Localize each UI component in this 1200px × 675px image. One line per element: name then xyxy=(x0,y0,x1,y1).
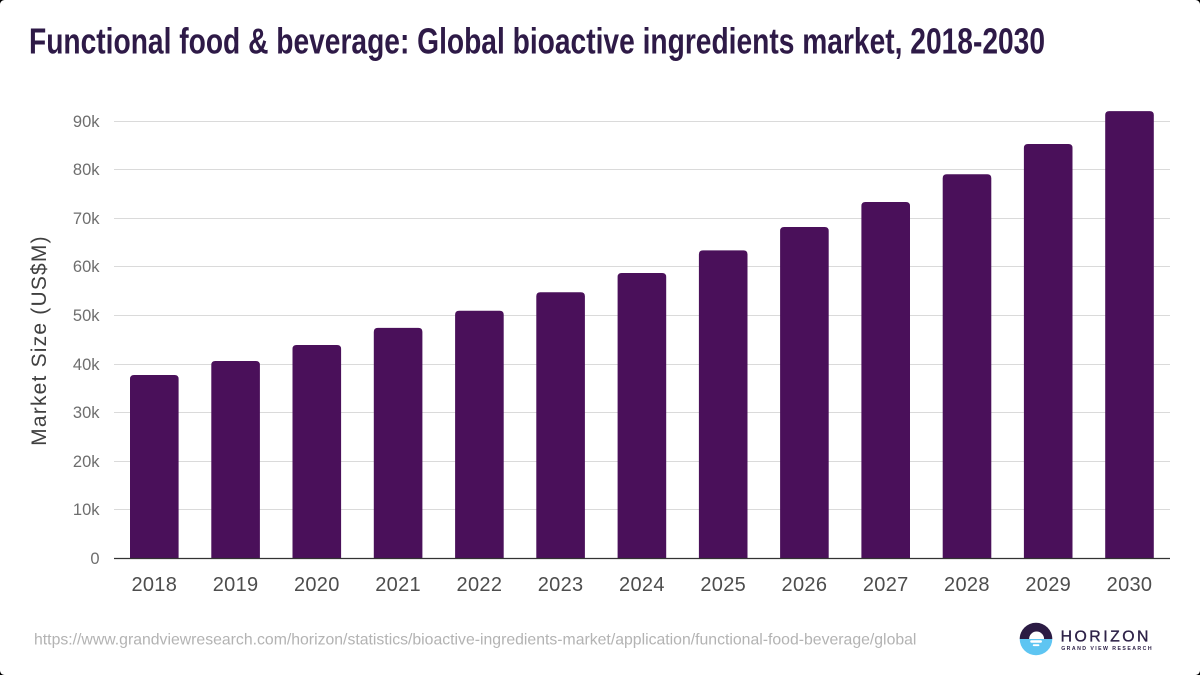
svg-text:2025: 2025 xyxy=(700,574,746,596)
svg-text:90k: 90k xyxy=(73,113,100,131)
svg-text:2026: 2026 xyxy=(782,574,828,596)
svg-text:2022: 2022 xyxy=(457,574,503,596)
svg-text:2028: 2028 xyxy=(944,574,990,596)
svg-text:10k: 10k xyxy=(73,501,100,519)
svg-text:70k: 70k xyxy=(73,210,100,228)
svg-text:2021: 2021 xyxy=(375,574,421,596)
svg-text:2023: 2023 xyxy=(538,574,584,596)
svg-text:2029: 2029 xyxy=(1025,574,1071,596)
svg-text:60k: 60k xyxy=(73,258,100,276)
svg-text:GRAND VIEW RESEARCH: GRAND VIEW RESEARCH xyxy=(1061,646,1153,652)
svg-text:2018: 2018 xyxy=(131,574,177,596)
svg-text:30k: 30k xyxy=(73,404,100,422)
svg-text:0: 0 xyxy=(90,550,99,568)
svg-text:Market Size (US$M): Market Size (US$M) xyxy=(28,235,51,446)
svg-text:Functional food & beverage: Gl: Functional food & beverage: Global bioac… xyxy=(29,20,1045,61)
svg-text:HORIZON: HORIZON xyxy=(1061,628,1151,645)
svg-text:2030: 2030 xyxy=(1107,574,1153,596)
svg-text:https://www.grandviewresearch.: https://www.grandviewresearch.com/horizo… xyxy=(34,632,916,649)
svg-text:2027: 2027 xyxy=(863,574,909,596)
svg-text:80k: 80k xyxy=(73,161,100,179)
svg-text:20k: 20k xyxy=(73,453,100,471)
svg-text:2019: 2019 xyxy=(213,574,259,596)
svg-text:40k: 40k xyxy=(73,356,100,374)
svg-text:2020: 2020 xyxy=(294,574,340,596)
svg-text:50k: 50k xyxy=(73,307,100,325)
svg-text:2024: 2024 xyxy=(619,574,665,596)
